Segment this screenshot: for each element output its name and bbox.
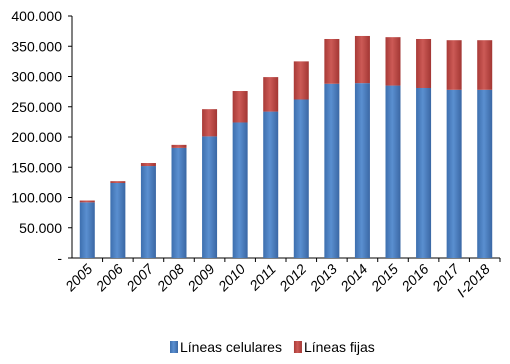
- legend-label-celulares: Líneas celulares: [180, 339, 282, 355]
- y-tick-label: 400.000: [11, 8, 62, 24]
- y-tick-label: 50.000: [19, 220, 62, 236]
- bar-segment-celulares-2006: [110, 182, 126, 258]
- legend-label-fijas: Líneas fijas: [304, 339, 375, 355]
- x-axis-ticks: 2005200620072008200920102011201220132014…: [61, 258, 501, 301]
- y-tick-label: 100.000: [11, 190, 62, 206]
- bar-segment-fijas-2010: [232, 91, 248, 123]
- x-tick-label: I-2018: [453, 261, 493, 301]
- bar-segment-celulares-2010: [232, 122, 248, 258]
- y-tick-label: 350.000: [11, 38, 62, 54]
- bar-segment-celulares-2005: [79, 202, 95, 258]
- bar-segment-fijas-2011: [263, 77, 279, 112]
- y-tick-label: 300.000: [11, 69, 62, 85]
- y-tick-label: 200.000: [11, 129, 62, 145]
- bar-segment-celulares-2015: [385, 85, 401, 258]
- bar-segment-celulares-2007: [140, 166, 156, 258]
- y-tick-label: 250.000: [11, 99, 62, 115]
- x-tick-label: 2010: [214, 261, 248, 295]
- bar-segment-fijas-2015: [385, 37, 401, 86]
- bar-segment-fijas-2007: [140, 163, 156, 167]
- y-tick-label: -: [57, 250, 62, 266]
- x-tick-label: 2012: [275, 261, 309, 295]
- bar-segment-celulares-2013: [324, 83, 340, 258]
- y-axis-ticks: - 50.000 100.000 150.000 200.000 250.000 300.0…: [11, 8, 72, 266]
- bar-segment-fijas-2016: [416, 38, 432, 88]
- x-tick-label: 2007: [122, 260, 157, 295]
- x-tick-label: 2011: [246, 261, 279, 294]
- bar-segment-celulares-2008: [171, 147, 187, 258]
- x-tick-label: 2014: [336, 261, 370, 295]
- legend-swatch-fijas: [293, 341, 302, 353]
- bar-segment-fijas-2005: [79, 200, 95, 203]
- bar-segment-celulares-2011: [263, 111, 279, 258]
- bars: [79, 35, 493, 259]
- bar-segment-fijas-2006: [110, 181, 126, 183]
- y-tick-label: 150.000: [11, 159, 62, 175]
- bar-segment-fijas-2008: [171, 144, 187, 148]
- x-tick-label: 2006: [92, 261, 126, 295]
- x-tick-label: 2013: [306, 261, 340, 295]
- bar-segment-celulares-2009: [202, 136, 218, 258]
- bar-segment-fijas-2014: [354, 35, 370, 84]
- bar-segment-celulares-2014: [354, 83, 370, 258]
- bar-segment-fijas-2012: [293, 61, 309, 100]
- bar-segment-fijas-I-2018: [477, 40, 493, 90]
- bar-segment-celulares-2016: [416, 87, 432, 259]
- bar-segment-fijas-2009: [202, 109, 218, 137]
- bar-segment-fijas-2013: [324, 38, 340, 84]
- x-tick-label: 2009: [184, 261, 218, 295]
- x-tick-label: 2005: [61, 261, 95, 295]
- bar-segment-celulares-I-2018: [477, 89, 493, 258]
- x-tick-label: 2015: [367, 261, 401, 295]
- bar-segment-fijas-2017: [446, 40, 462, 90]
- x-tick-label: 2008: [153, 261, 187, 295]
- legend-swatch-celulares: [170, 341, 178, 353]
- bar-segment-celulares-2012: [293, 99, 309, 259]
- x-tick-label: 2016: [398, 261, 432, 295]
- legend: Líneas celulares Líneas fijas: [170, 339, 375, 355]
- bar-segment-celulares-2017: [446, 89, 462, 258]
